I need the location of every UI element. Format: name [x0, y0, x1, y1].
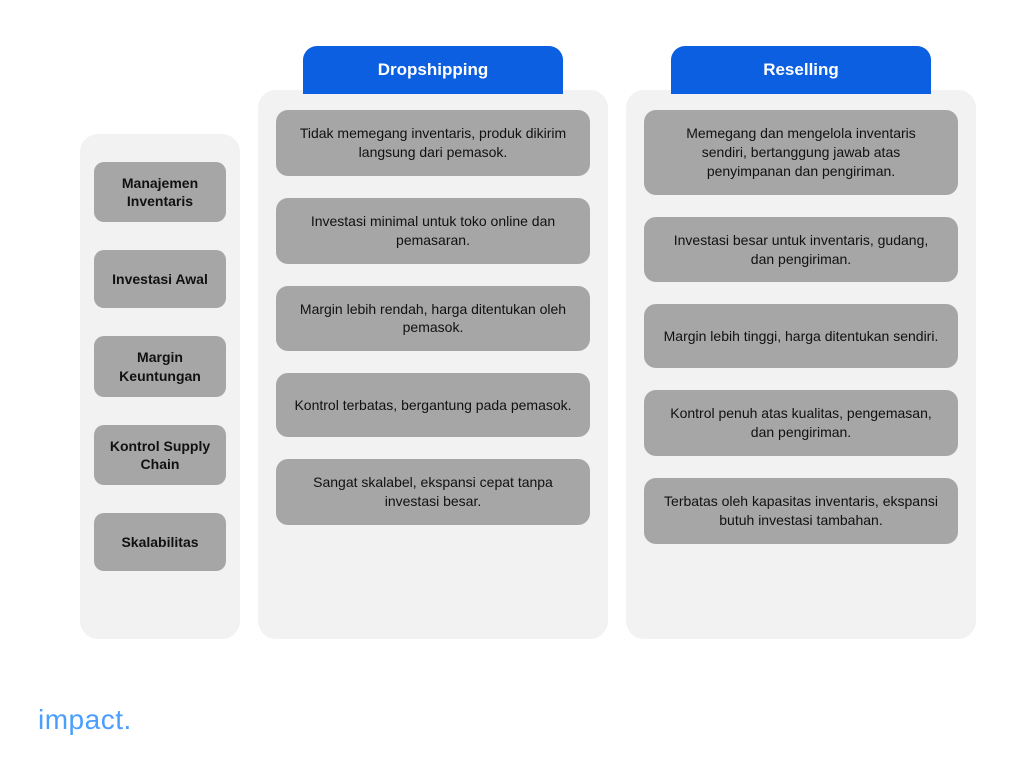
reselling-column: Reselling Memegang dan mengelola inventa… [626, 90, 976, 639]
table-cell: Memegang dan mengelola inventaris sendir… [644, 110, 958, 195]
table-cell: Investasi besar untuk inventaris, gudang… [644, 217, 958, 283]
row-label: Kontrol Supply Chain [94, 425, 226, 485]
table-cell: Kontrol terbatas, bergantung pada pemaso… [276, 373, 590, 437]
table-cell: Sangat skalabel, ekspansi cepat tanpa in… [276, 459, 590, 525]
brand-logo: impact. [38, 704, 132, 736]
table-cell: Terbatas oleh kapasitas inventaris, eksp… [644, 478, 958, 544]
table-cell: Margin lebih tinggi, harga ditentukan se… [644, 304, 958, 368]
table-cell: Margin lebih rendah, harga ditentukan ol… [276, 286, 590, 352]
table-cell: Investasi minimal untuk toko online dan … [276, 198, 590, 264]
column-header-reselling: Reselling [671, 46, 931, 94]
dropshipping-column: Dropshipping Tidak memegang inventaris, … [258, 90, 608, 639]
row-label: Investasi Awal [94, 250, 226, 308]
comparison-table: Manajemen Inventaris Investasi Awal Marg… [0, 0, 1024, 639]
table-cell: Kontrol penuh atas kualitas, pengemasan,… [644, 390, 958, 456]
labels-column: Manajemen Inventaris Investasi Awal Marg… [80, 134, 240, 639]
column-header-dropshipping: Dropshipping [303, 46, 563, 94]
table-cell: Tidak memegang inventaris, produk dikiri… [276, 110, 590, 176]
row-label: Margin Keuntungan [94, 336, 226, 396]
row-label: Manajemen Inventaris [94, 162, 226, 222]
row-label: Skalabilitas [94, 513, 226, 571]
